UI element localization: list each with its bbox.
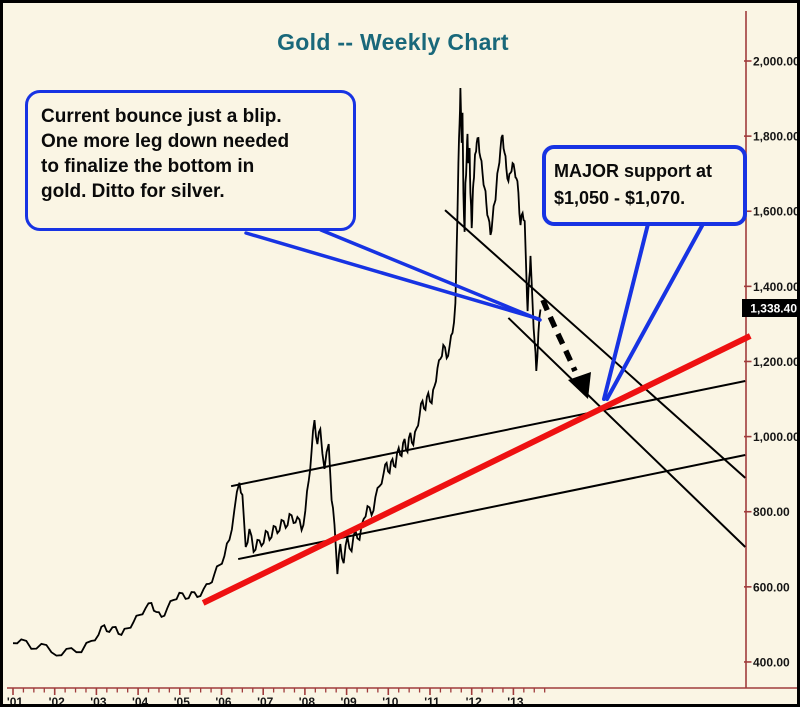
axis-frame <box>7 11 797 689</box>
last-price-tag: 1,338.40 <box>742 299 797 317</box>
ascending-channel-upper <box>230 380 746 488</box>
gold-weekly-chart: 2,000.00 1,800.00 1,600.00 1,400.00 1,200.00… <box>7 11 800 707</box>
y-axis-tick-label: 600.00 <box>753 580 790 594</box>
ascending-channel-lower <box>237 454 746 561</box>
x-axis-tick-label: '05 <box>174 695 191 707</box>
y-axis-tick-label: 1,600.00 <box>753 205 800 219</box>
x-axis-tick-label: '12 <box>466 695 483 707</box>
left-annotation-callout: Current bounce just a blip. One more leg… <box>25 90 356 231</box>
gold-price-path <box>12 87 542 657</box>
x-axis-tick-label: '03 <box>90 695 107 707</box>
y-axis-tick-label: 400.00 <box>753 655 790 669</box>
y-axis-tick-label: 2,000.00 <box>753 55 800 69</box>
callout-text-line: Current bounce just a blip. <box>41 106 282 127</box>
right-annotation-callout: MAJOR support at $1,050 - $1,070. <box>542 145 747 226</box>
arrowhead-icon <box>568 372 591 399</box>
y-axis-labels: 2,000.00 1,800.00 1,600.00 1,400.00 1,200.00… <box>753 55 800 670</box>
left-callout-pointer <box>244 228 542 322</box>
projected-decline-arrow <box>540 298 591 399</box>
x-axis-ticks <box>12 688 546 695</box>
x-axis-tick-label: '04 <box>132 695 149 707</box>
arrow-shaft <box>540 298 578 373</box>
y-axis-ticks <box>744 60 752 663</box>
x-axis-tick-label: '13 <box>507 695 524 707</box>
y-axis-tick-label: 1,000.00 <box>753 430 800 444</box>
x-axis-tick-label: '07 <box>257 695 274 707</box>
descending-channel-upper <box>444 209 746 479</box>
y-axis-tick-label: 1,400.00 <box>753 280 800 294</box>
callout-text-line: gold. Ditto for silver. <box>41 181 225 202</box>
x-axis-tick-label: '09 <box>340 695 357 707</box>
y-axis-tick-label: 1,800.00 <box>753 130 800 144</box>
x-axis-tick-label: '01 <box>7 695 24 707</box>
x-axis-tick-label: '11 <box>424 695 440 707</box>
last-price-value: 1,338.40 <box>750 302 797 316</box>
y-axis-tick-label: 800.00 <box>753 505 790 519</box>
gold-price-line <box>12 87 542 657</box>
long-term-support-trendline <box>201 333 752 606</box>
callout-text-line: to finalize the bottom in <box>41 156 255 177</box>
x-axis-tick-label: '10 <box>382 695 399 707</box>
callout-text-line: One more leg down needed <box>41 131 290 152</box>
callout-text-line: $1,050 - $1,070. <box>554 188 686 208</box>
right-callout-pointer <box>602 222 705 401</box>
page-title: Gold -- Weekly Chart <box>277 29 509 55</box>
y-axis-tick-label: 1,200.00 <box>753 355 800 369</box>
x-axis-labels: '01 '02 '03 '04 '05 '06 '07 '08 '09 '10 '11 '12 '13 <box>7 695 524 707</box>
x-axis-tick-label: '06 <box>215 695 232 707</box>
x-axis-tick-label: '02 <box>49 695 66 707</box>
descending-channel-lower <box>507 317 746 548</box>
trend-channels <box>230 209 746 561</box>
callout-text-line: MAJOR support at <box>554 161 713 181</box>
x-axis-tick-label: '08 <box>299 695 316 707</box>
long-term-support-trendline <box>201 333 752 606</box>
